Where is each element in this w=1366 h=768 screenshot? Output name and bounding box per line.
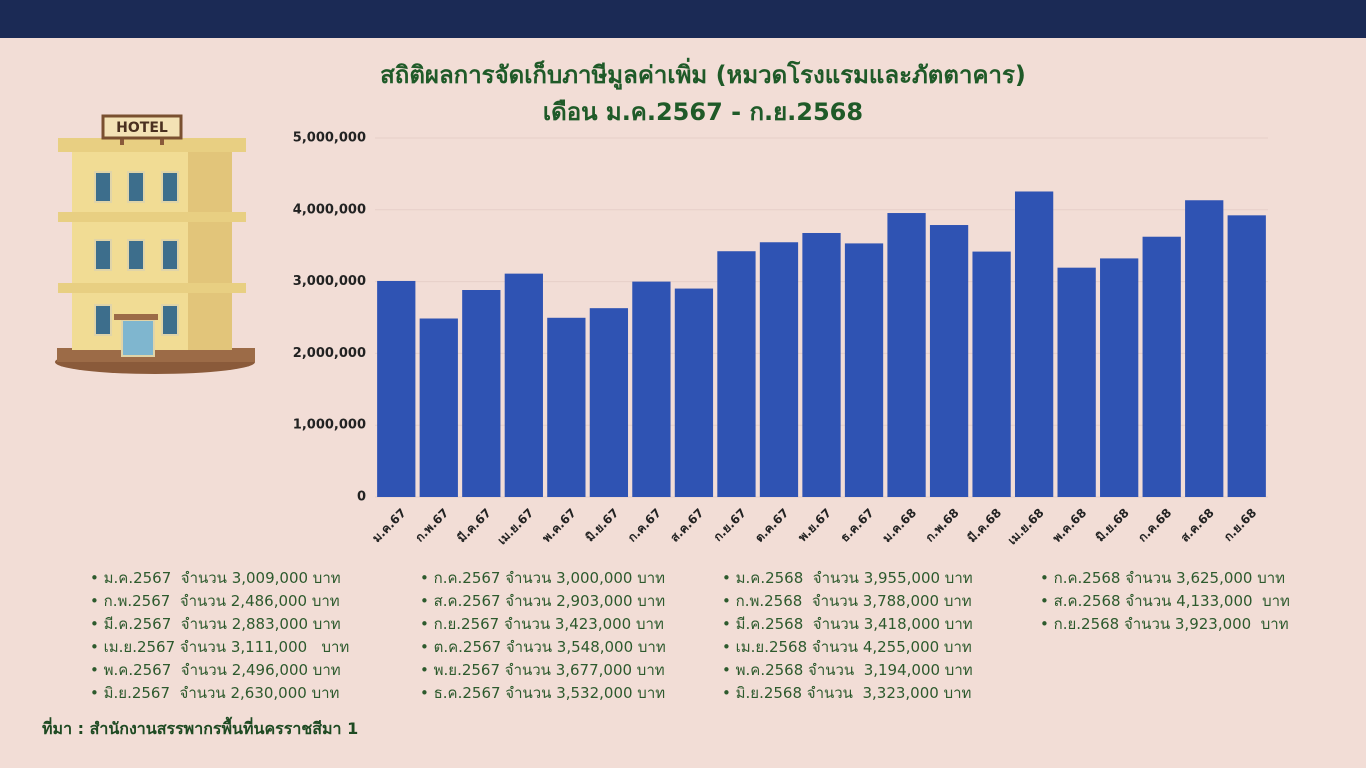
- bar: [1142, 236, 1181, 497]
- y-tick-label: 4,000,000: [293, 202, 366, 217]
- y-tick-label: 1,000,000: [293, 418, 366, 433]
- bar: [547, 317, 586, 497]
- chart-title: สถิติผลการจัดเก็บภาษีมูลค่าเพิ่ม (หมวดโร…: [380, 57, 1026, 90]
- list-item: ต.ค.2567 จำนวน 3,548,000 บาท: [420, 635, 666, 659]
- x-tick-label: ก.ค.68: [1135, 506, 1174, 545]
- list-item: มี.ค.2567 จำนวน 2,883,000 บาท: [90, 612, 341, 636]
- bar: [1057, 267, 1096, 497]
- list-item: ม.ค.2567 จำนวน 3,009,000 บาท: [90, 566, 341, 590]
- x-tick-label: พ.ย.67: [795, 506, 834, 545]
- list-item: ก.ย.2567 จำนวน 3,423,000 บาท: [420, 612, 664, 636]
- y-tick-label: 2,000,000: [293, 346, 366, 361]
- list-item: พ.ค.2567 จำนวน 2,496,000 บาท: [90, 658, 341, 682]
- bar: [462, 290, 501, 497]
- x-tick-label: มิ.ย.67: [583, 506, 622, 545]
- list-item: เม.ย.2567 จำนวน 3,111,000 บาท: [90, 635, 350, 659]
- x-tick-label: ก.ย.68: [1221, 506, 1259, 544]
- list-item: ก.ย.2568 จำนวน 3,923,000 บาท: [1040, 612, 1289, 636]
- hotel-sign: HOTEL: [116, 120, 168, 136]
- bar: [844, 243, 884, 497]
- y-tick-label: 3,000,000: [293, 274, 366, 289]
- source: ที่มา : สำนักงานสรรพากรพื้นที่นครราชสีมา…: [42, 719, 359, 738]
- top-bar: [0, 0, 1366, 38]
- bar: [504, 273, 543, 497]
- x-tick-label: เม.ย.67: [495, 506, 537, 548]
- x-tick-label: ก.ค.67: [625, 506, 664, 545]
- list-item: ส.ค.2567 จำนวน 2,903,000 บาท: [420, 589, 666, 613]
- bar: [377, 280, 416, 497]
- bar: [632, 281, 671, 497]
- list-item: มี.ค.2568 จำนวน 3,418,000 บาท: [722, 612, 973, 636]
- list-item: ก.ค.2567 จำนวน 3,000,000 บาท: [420, 566, 665, 590]
- list-item: ม.ค.2568 จำนวน 3,955,000 บาท: [722, 566, 973, 590]
- x-tick-label: ธ.ค.67: [838, 506, 877, 545]
- list-item: มิ.ย.2568 จำนวน 3,323,000 บาท: [722, 681, 972, 705]
- bar: [1100, 258, 1139, 497]
- y-tick-label: 5,000,000: [293, 131, 366, 146]
- bar: [1185, 200, 1224, 497]
- x-tick-label: มี.ค.68: [965, 506, 1004, 545]
- list-item: ก.ค.2568 จำนวน 3,625,000 บาท: [1040, 566, 1285, 590]
- bar: [929, 225, 969, 497]
- bar: [717, 251, 756, 497]
- bar: [887, 213, 926, 497]
- x-tick-label: มี.ค.67: [454, 506, 493, 545]
- list-item: ก.พ.2567 จำนวน 2,486,000 บาท: [90, 589, 340, 613]
- x-tick-label: ม.ค.67: [369, 506, 408, 545]
- bar: [589, 308, 629, 497]
- x-tick-label: พ.ค.67: [540, 506, 579, 545]
- x-tick-label: ส.ค.68: [1178, 506, 1217, 545]
- x-tick-label: ก.พ.68: [923, 506, 962, 545]
- x-tick-label: มิ.ย.68: [1093, 506, 1132, 545]
- list-item: เม.ย.2568 จำนวน 4,255,000 บาท: [722, 635, 972, 659]
- x-tick-label: ม.ค.68: [880, 506, 919, 545]
- list-item: มิ.ย.2567 จำนวน 2,630,000 บาท: [90, 681, 340, 705]
- x-tick-label: เม.ย.68: [1005, 506, 1047, 548]
- bar: [674, 288, 714, 497]
- y-tick-label: 0: [357, 490, 366, 505]
- bar: [419, 318, 458, 497]
- bar: [1227, 215, 1266, 497]
- bar: [759, 242, 799, 497]
- list-item: พ.ค.2568 จำนวน 3,194,000 บาท: [722, 658, 973, 682]
- bar: [972, 251, 1011, 497]
- x-tick-label: ก.พ.67: [412, 506, 451, 545]
- x-tick-label: ก.ย.67: [711, 506, 749, 544]
- x-tick-label: พ.ค.68: [1050, 506, 1089, 545]
- list-item: พ.ย.2567 จำนวน 3,677,000 บาท: [420, 658, 665, 682]
- chart-title: เดือน ม.ค.2567 - ก.ย.2568: [543, 98, 863, 126]
- bar: [802, 232, 841, 497]
- x-tick-label: ส.ค.67: [668, 506, 707, 545]
- x-tick-label: ต.ค.67: [752, 506, 791, 545]
- bar: [1014, 191, 1054, 497]
- list-item: ธ.ค.2567 จำนวน 3,532,000 บาท: [420, 681, 666, 705]
- list-item: ส.ค.2568 จำนวน 4,133,000 บาท: [1040, 589, 1290, 613]
- list-item: ก.พ.2568 จำนวน 3,788,000 บาท: [722, 589, 972, 613]
- hotel-illustration: HOTEL: [55, 114, 255, 374]
